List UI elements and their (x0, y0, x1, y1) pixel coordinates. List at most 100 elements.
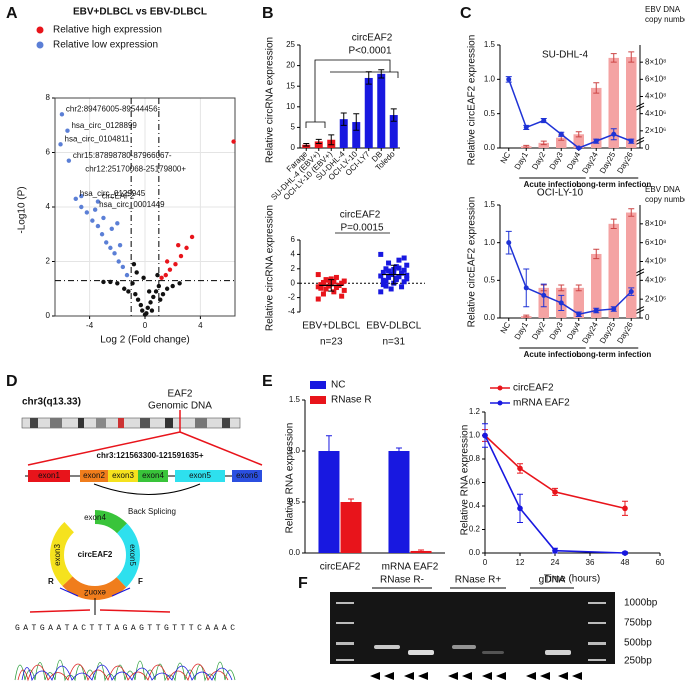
point (383, 283, 389, 289)
point (176, 242, 181, 248)
point (155, 272, 160, 278)
ring-segment (50, 510, 140, 600)
error-bar (593, 82, 600, 94)
point (393, 264, 399, 270)
point (126, 289, 131, 294)
x-tick-label: EBV+DLBCL (302, 321, 361, 332)
sequence: GATGAATACTTTAGAGTTGTTTCAAAC (15, 624, 235, 633)
y-axis-label: -Log10 (P) (17, 186, 28, 233)
point (156, 283, 162, 289)
y-tick-label: 1.5 (289, 395, 301, 404)
gene-sub-label: Genomic DNA (148, 401, 212, 412)
circ-exon-label: exon4 (84, 513, 106, 522)
point (131, 262, 137, 267)
y2-tick-label: 4×10⁸ (645, 257, 666, 266)
x-tick-label: 0 (483, 558, 488, 567)
group-label: Long-term infection (576, 350, 651, 359)
exon (80, 470, 108, 482)
error-bar (540, 140, 547, 146)
error-bar (523, 314, 530, 318)
point (92, 207, 98, 212)
point (101, 279, 106, 285)
point (145, 305, 150, 311)
point (341, 287, 347, 293)
y-axis-label: Relative RNA expression (460, 425, 471, 536)
centromere (118, 418, 124, 428)
y-tick-label: 6 (46, 148, 51, 157)
bar (626, 212, 637, 318)
point (558, 300, 564, 306)
exon-label: exon3 (112, 471, 134, 480)
ring-segment (50, 510, 140, 600)
point (138, 302, 144, 308)
point (140, 308, 145, 313)
x-axis-label: Log 2 (Fold change) (100, 335, 190, 346)
chromatogram (14, 659, 236, 682)
band (408, 650, 434, 655)
point (79, 204, 84, 210)
y-tick-label: 1.0 (484, 238, 496, 247)
exon-label: exon4 (142, 471, 164, 480)
point (79, 193, 84, 199)
point-label: chr12:25170068-25179800+ (85, 164, 186, 173)
ladder-band (588, 659, 606, 661)
error-bar (628, 208, 635, 217)
locus-label: chr3:121563300-121591635+ (97, 451, 204, 460)
zoom-lines (27, 431, 263, 466)
point (399, 284, 405, 290)
point-label: circEAF2 (102, 192, 135, 201)
bar (591, 87, 602, 148)
y-tick-label: 0.5 (289, 497, 301, 506)
point (101, 215, 106, 221)
band (78, 418, 84, 428)
point (90, 218, 95, 223)
error-bar (353, 113, 360, 131)
marker-label: 500bp (624, 638, 652, 649)
ladder-band (336, 659, 354, 661)
point (380, 269, 386, 275)
exon-label: exon6 (236, 471, 258, 480)
point (404, 276, 410, 282)
point (380, 277, 386, 283)
point (95, 223, 101, 229)
exon (108, 470, 138, 482)
point (378, 251, 384, 257)
point (134, 270, 139, 275)
x-tick-label: 24 (551, 558, 560, 567)
x-tick-label: 60 (656, 558, 665, 567)
point (124, 272, 130, 278)
y-axis-label: Relative circRNA expression (265, 205, 276, 331)
point-label: hsa_circ_0001449 (99, 200, 165, 209)
point (506, 76, 512, 82)
x-tick-label: circEAF2 (320, 562, 361, 573)
point (396, 265, 402, 271)
point (104, 240, 109, 245)
lane-label: gDNA (539, 575, 566, 586)
point (160, 292, 166, 297)
y-axis-label: Relative RNA expression (285, 423, 296, 534)
point (58, 142, 63, 147)
panel-letter: E (262, 373, 273, 390)
annotation: P<0.0001 (348, 46, 392, 57)
axis-break (635, 268, 645, 277)
primer-arrow (59, 587, 131, 597)
panel-letter: A (6, 5, 18, 22)
legend-label: Relative high expression (53, 25, 162, 36)
point (66, 158, 72, 163)
y2-tick-label: 0 (645, 313, 650, 322)
y-axis-label: Relative circEAF2 expression (467, 197, 478, 328)
y2-tick-label: 4×10⁸ (645, 92, 666, 101)
legend-marker (36, 26, 44, 34)
marker-label: 750bp (624, 618, 652, 629)
bar (608, 223, 619, 318)
y-tick-label: 1.0 (289, 446, 301, 455)
significance-bracket (305, 59, 399, 128)
ladder-band (588, 602, 606, 604)
error-bar (365, 71, 372, 85)
chart-title: SU-DHL-4 (542, 50, 589, 61)
y-tick-label: 4 (291, 250, 296, 259)
chromatogram (17, 663, 229, 682)
legend-marker (310, 381, 326, 389)
y-tick-label: -2 (288, 293, 296, 302)
